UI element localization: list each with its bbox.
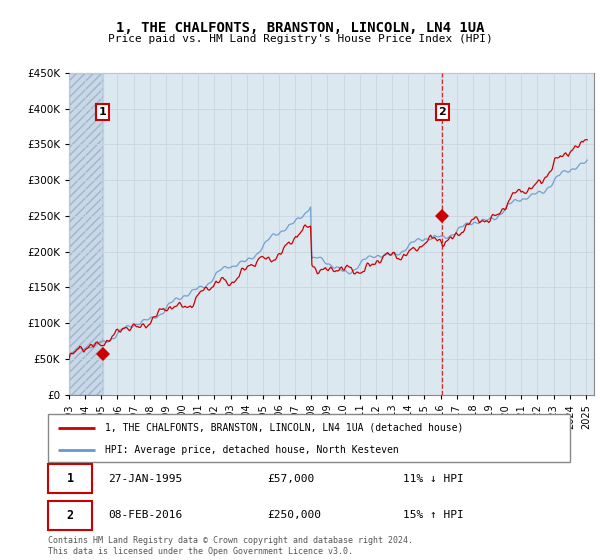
Text: 1, THE CHALFONTS, BRANSTON, LINCOLN, LN4 1UA: 1, THE CHALFONTS, BRANSTON, LINCOLN, LN4… — [116, 21, 484, 35]
Text: 27-JAN-1995: 27-JAN-1995 — [108, 474, 182, 484]
Text: 15% ↑ HPI: 15% ↑ HPI — [403, 510, 464, 520]
Text: 2: 2 — [67, 508, 74, 521]
Text: Contains HM Land Registry data © Crown copyright and database right 2024.
This d: Contains HM Land Registry data © Crown c… — [48, 536, 413, 556]
Text: 2: 2 — [439, 107, 446, 117]
Text: 1: 1 — [67, 473, 74, 486]
Bar — [69, 73, 103, 395]
FancyBboxPatch shape — [48, 464, 92, 493]
FancyBboxPatch shape — [48, 414, 570, 462]
Bar — [69, 73, 103, 395]
Text: Price paid vs. HM Land Registry's House Price Index (HPI): Price paid vs. HM Land Registry's House … — [107, 34, 493, 44]
Text: £57,000: £57,000 — [267, 474, 314, 484]
FancyBboxPatch shape — [48, 501, 92, 530]
Text: 08-FEB-2016: 08-FEB-2016 — [108, 510, 182, 520]
Text: 1, THE CHALFONTS, BRANSTON, LINCOLN, LN4 1UA (detached house): 1, THE CHALFONTS, BRANSTON, LINCOLN, LN4… — [106, 423, 464, 433]
Text: £250,000: £250,000 — [267, 510, 321, 520]
Text: 11% ↓ HPI: 11% ↓ HPI — [403, 474, 464, 484]
Text: HPI: Average price, detached house, North Kesteven: HPI: Average price, detached house, Nort… — [106, 445, 399, 455]
Text: 1: 1 — [99, 107, 106, 117]
